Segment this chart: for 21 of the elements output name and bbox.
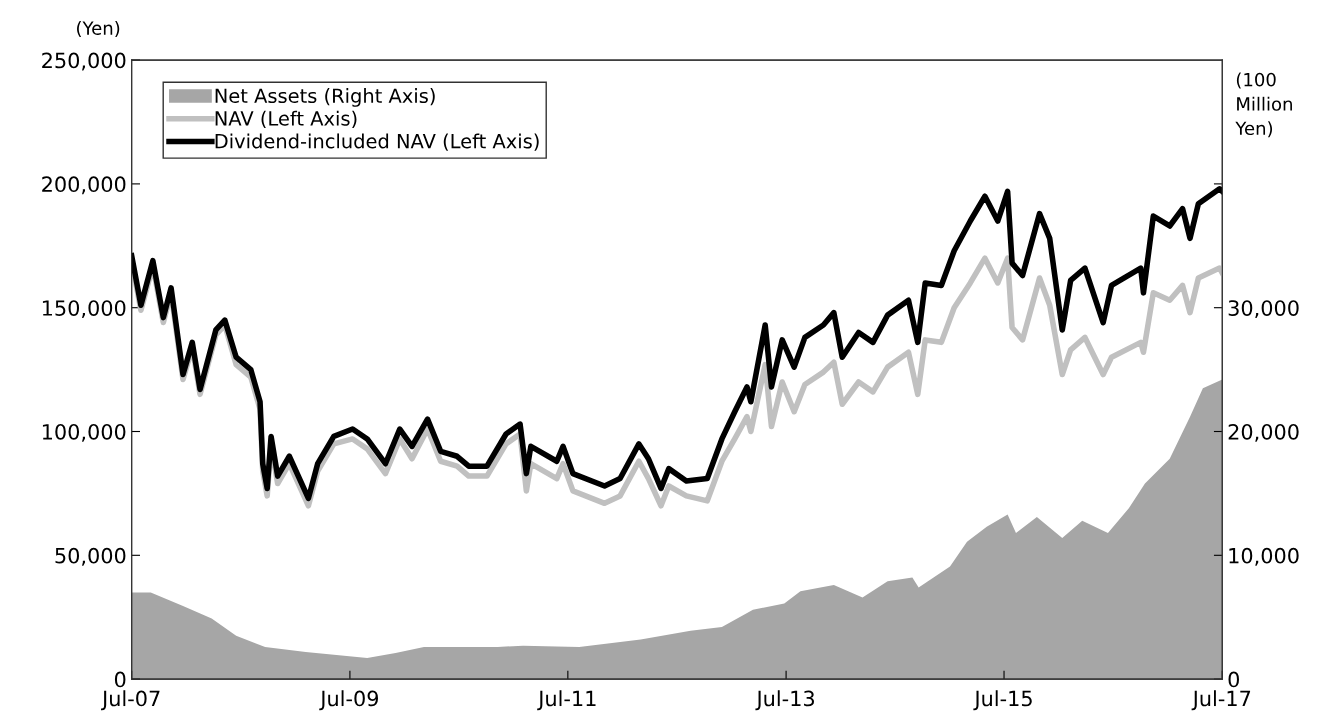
legend-label: Net Assets (Right Axis) (215, 88, 435, 107)
y2-tick-label: 0 (1228, 671, 1239, 688)
x-tick-label: Jul-15 (973, 690, 1032, 711)
y-tick-label: 250,000 (42, 52, 126, 71)
y2-tick-label: 30,000 (1228, 300, 1299, 319)
y-tick-label: 100,000 (42, 423, 126, 442)
x-tick-label: Jul-09 (319, 690, 379, 711)
x-tick-label: Jul-13 (755, 690, 814, 711)
y-tick-label: 150,000 (42, 300, 126, 319)
x-tick-label: Jul-11 (537, 690, 596, 711)
legend-label: NAV (Left Axis) (215, 110, 357, 129)
y-tick-label: 50,000 (55, 547, 126, 566)
legend-label: Dividend-included NAV (Left Axis) (215, 133, 539, 151)
y-tick-label: 0 (114, 671, 126, 688)
y-tick-label: 200,000 (42, 176, 126, 195)
x-tick-label: Jul-07 (101, 690, 160, 711)
x-tick-label: Jul-17 (1191, 690, 1251, 711)
y2-axis-title: (100 Million Yen) (1235, 72, 1292, 138)
y2-tick-label: 10,000 (1229, 547, 1299, 566)
y2-tick-label: 20,000 (1228, 423, 1299, 442)
y-axis-title: (Yen) (77, 20, 120, 38)
